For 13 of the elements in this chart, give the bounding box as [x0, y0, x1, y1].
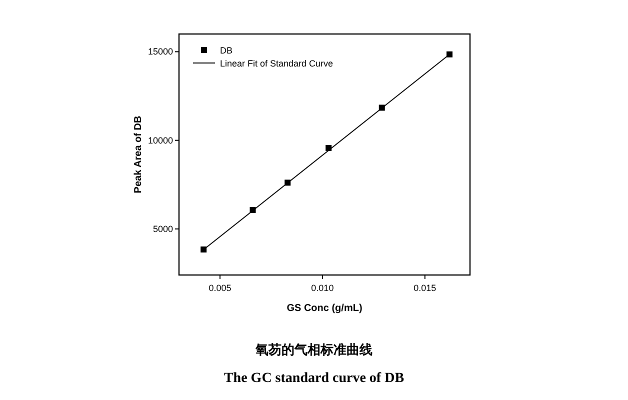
x-tick-label: 0.005	[208, 283, 232, 293]
x-tick-label: 0.010	[311, 283, 334, 293]
text: The GC standard curve of DB	[224, 371, 404, 386]
x-tick-label: 0.015	[414, 283, 436, 293]
y-tick-label: 5000	[152, 224, 173, 234]
legend-label: Linear Fit of Standard Curve	[220, 58, 334, 68]
legend-label: DB	[220, 46, 233, 56]
point	[200, 246, 207, 252]
y-tick-label: 15000	[148, 46, 173, 57]
text: 氧芴的气相标准曲线	[254, 342, 372, 358]
y-tick-label: 10000	[148, 135, 173, 146]
x-axis-title: GS Conc (g/mL)	[286, 303, 362, 314]
y-axis-title: Peak Area of DB	[133, 116, 144, 194]
